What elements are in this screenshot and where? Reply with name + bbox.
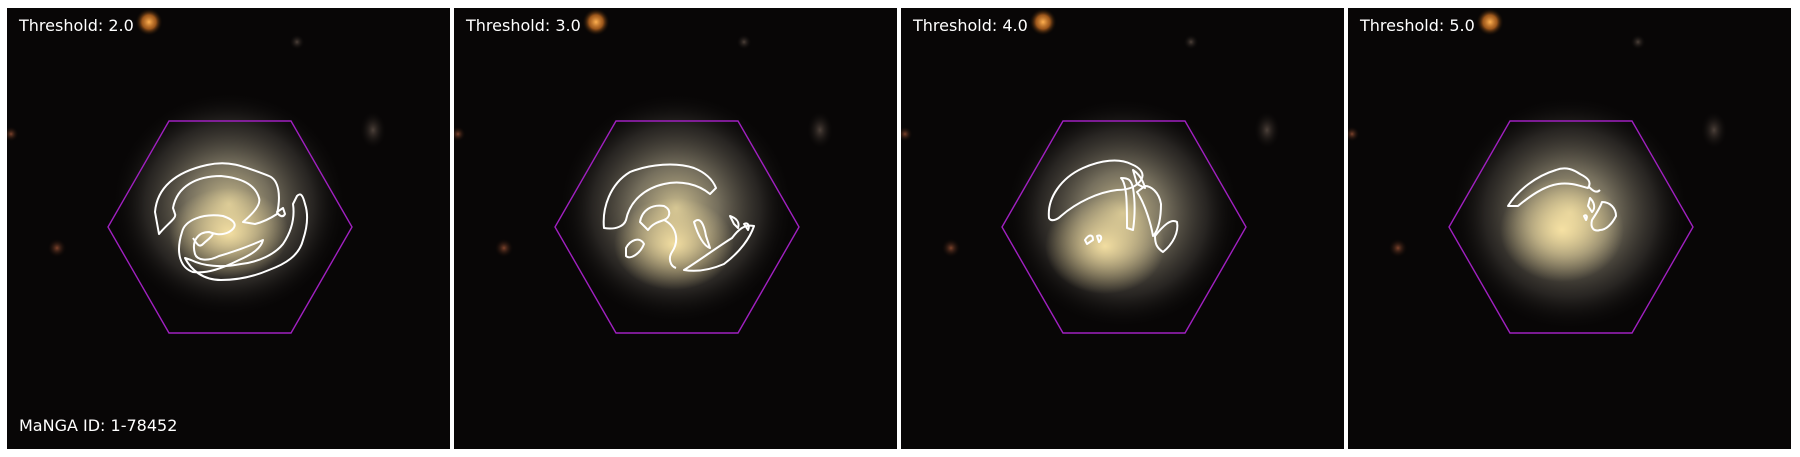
galaxy-image: [454, 8, 834, 334]
threshold-label: Threshold: 3.0: [466, 16, 581, 35]
threshold-label: Threshold: 5.0: [1360, 16, 1475, 35]
panel-threshold-3: Threshold: 3.0: [454, 8, 897, 449]
contour-lines: [1047, 159, 1179, 253]
hexagon-footprint: [1448, 120, 1694, 334]
contour-lines: [1507, 167, 1617, 232]
galaxy-image: [901, 8, 1281, 334]
panel-threshold-2: Threshold: 2.0 MaNGA ID: 1-78452: [7, 8, 450, 449]
threshold-label: Threshold: 4.0: [913, 16, 1028, 35]
panel-threshold-5: Threshold: 5.0: [1348, 8, 1791, 449]
panel-threshold-4: Threshold: 4.0: [901, 8, 1344, 449]
hexagon-footprint: [1001, 120, 1247, 334]
contour-lines: [154, 162, 309, 281]
threshold-label: Threshold: 2.0: [19, 16, 134, 35]
galaxy-image: [1348, 8, 1728, 334]
contour-lines: [602, 163, 755, 272]
hexagon-footprint: [554, 120, 800, 334]
manga-id-label: MaNGA ID: 1-78452: [19, 416, 178, 435]
galaxy-image: [7, 8, 387, 334]
hexagon-footprint: [107, 120, 353, 334]
